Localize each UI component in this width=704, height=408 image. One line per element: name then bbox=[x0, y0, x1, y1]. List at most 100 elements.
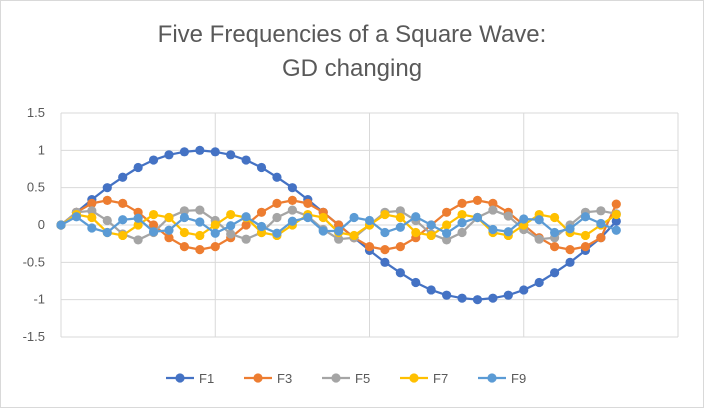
data-point bbox=[472, 295, 483, 305]
data-point bbox=[118, 230, 128, 241]
data-point bbox=[102, 195, 112, 205]
y-tick-label: -1.5 bbox=[23, 329, 45, 344]
data-point bbox=[349, 230, 359, 241]
data-point bbox=[380, 227, 390, 238]
data-point bbox=[457, 198, 467, 208]
data-point bbox=[287, 195, 297, 205]
data-point bbox=[226, 229, 236, 239]
data-point bbox=[596, 206, 606, 216]
data-point bbox=[287, 216, 297, 226]
data-point bbox=[426, 220, 436, 230]
legend-label: F3 bbox=[277, 371, 292, 386]
data-point bbox=[241, 220, 251, 230]
data-point bbox=[580, 242, 591, 252]
data-point bbox=[411, 277, 421, 288]
data-point bbox=[256, 162, 267, 173]
data-point bbox=[210, 242, 220, 252]
legend-marker bbox=[253, 373, 263, 383]
data-point bbox=[534, 234, 544, 244]
y-tick-label: 1.5 bbox=[27, 105, 45, 120]
data-point bbox=[148, 220, 159, 230]
data-point bbox=[534, 215, 544, 225]
data-point bbox=[226, 209, 236, 220]
data-point bbox=[611, 216, 621, 226]
data-point bbox=[256, 221, 267, 232]
data-point bbox=[457, 218, 467, 228]
data-point bbox=[488, 198, 498, 208]
legend-label: F5 bbox=[355, 371, 370, 386]
data-point bbox=[534, 277, 544, 288]
data-point bbox=[565, 257, 575, 267]
data-point bbox=[503, 211, 513, 221]
data-point bbox=[349, 212, 359, 223]
data-point bbox=[550, 268, 560, 278]
data-point bbox=[426, 230, 436, 241]
data-point bbox=[179, 206, 189, 216]
data-point bbox=[488, 224, 498, 235]
data-point bbox=[411, 227, 421, 238]
y-tick-label: 0 bbox=[38, 217, 45, 232]
data-point bbox=[611, 199, 621, 209]
data-point bbox=[226, 150, 236, 160]
series-layer bbox=[56, 145, 621, 305]
data-point bbox=[580, 212, 591, 222]
data-point bbox=[442, 228, 452, 238]
data-point bbox=[287, 183, 297, 193]
data-point bbox=[550, 212, 560, 223]
data-point bbox=[442, 290, 452, 300]
data-point bbox=[611, 209, 621, 220]
legend-item-f1: F1 bbox=[166, 371, 214, 386]
legend-marker bbox=[331, 373, 341, 383]
data-point bbox=[488, 293, 498, 303]
data-point bbox=[71, 212, 82, 222]
data-point bbox=[164, 233, 174, 243]
legend-item-f3: F3 bbox=[244, 371, 292, 386]
data-point bbox=[226, 221, 236, 231]
data-point bbox=[303, 212, 313, 223]
y-tick-label: -0.5 bbox=[23, 254, 45, 269]
data-point bbox=[395, 206, 405, 216]
data-point bbox=[364, 242, 375, 252]
legend-label: F1 bbox=[199, 371, 214, 386]
data-point bbox=[87, 212, 97, 223]
data-point bbox=[596, 218, 606, 229]
data-point bbox=[133, 235, 143, 245]
data-point bbox=[550, 227, 560, 238]
data-point bbox=[179, 212, 189, 223]
data-point bbox=[380, 209, 390, 220]
data-point bbox=[272, 228, 282, 238]
data-point bbox=[102, 215, 112, 226]
data-point bbox=[102, 227, 112, 238]
data-point bbox=[457, 227, 467, 238]
data-point bbox=[241, 234, 251, 244]
chart-title-line-2: GD changing bbox=[281, 55, 423, 82]
data-point bbox=[148, 227, 159, 237]
data-point bbox=[580, 230, 591, 241]
data-point bbox=[550, 242, 560, 252]
data-point bbox=[519, 214, 529, 224]
y-tick-label: 1 bbox=[38, 142, 45, 157]
data-point bbox=[457, 209, 467, 220]
data-point bbox=[133, 213, 143, 223]
data-point bbox=[272, 198, 282, 208]
legend-marker bbox=[175, 373, 185, 383]
data-point bbox=[565, 224, 575, 234]
data-point bbox=[395, 242, 405, 252]
data-point bbox=[395, 268, 405, 278]
data-point bbox=[87, 198, 97, 208]
series-f9 bbox=[56, 212, 621, 238]
legend-label: F9 bbox=[511, 371, 526, 386]
series-f7 bbox=[56, 209, 621, 241]
data-point bbox=[195, 217, 205, 227]
data-point bbox=[164, 225, 174, 235]
data-point bbox=[318, 212, 328, 223]
data-point bbox=[287, 205, 297, 215]
data-point bbox=[195, 145, 205, 155]
data-point bbox=[472, 212, 483, 223]
data-point bbox=[472, 195, 483, 205]
data-point bbox=[303, 198, 313, 208]
data-point bbox=[118, 215, 128, 225]
data-point bbox=[210, 228, 220, 238]
legend-marker bbox=[487, 373, 497, 383]
